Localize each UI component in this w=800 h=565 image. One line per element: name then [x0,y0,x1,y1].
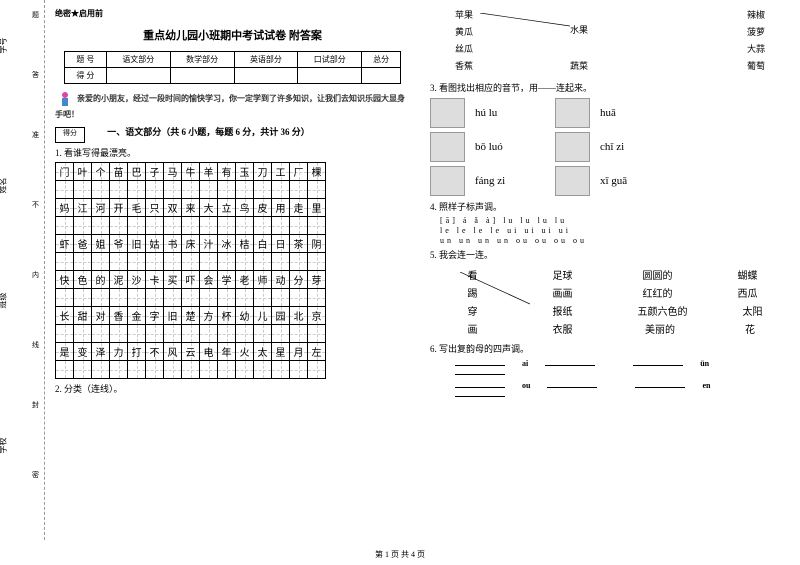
exam-title: 重点幼儿园小班期中考试试卷 附答案 [55,27,410,43]
blank-row: ai ün [430,359,790,377]
child-icon [55,89,75,109]
match-item: 黄瓜 [455,25,473,38]
question-6: 6. 写出复韵母的四声调。 [430,342,790,355]
seal-mark: 准 [32,130,39,140]
match-section-2: 看 足球 踢 画画 穿 报纸 画 衣服 圆圆的 蝴蝶 红红的 西瓜 五颜六色的 太阳 美丽的 花 [430,264,790,339]
right-column: 苹果 黄瓜 丝瓜 香蕉 水果 蔬菜 辣椒 菠萝 大蒜 葡萄 3. 看图找出相应的… [420,0,800,540]
match-word: 画 [468,321,478,336]
question-4: 4. 照样子标声调。 [430,200,790,213]
tone-row: le le le le ui ui ui ui [430,226,790,235]
match-item: 葡萄 [747,59,765,72]
score-box: 得分 [55,127,85,143]
match-word: 红红的 [643,285,673,300]
match-word: 圆圆的 [643,267,673,282]
blank-line [455,396,505,397]
pinyin-text: hú lu [475,107,545,119]
blank-line [455,387,505,388]
match-item: 苹果 [455,8,473,21]
question-3: 3. 看图找出相应的音节，用——连起来。 [430,81,790,94]
match-word: 美丽的 [645,321,675,336]
binding-label: 班级 [0,293,9,309]
score-table: 题 号语文部分数学部分英语部分口试部分总分 得 分 [64,51,401,84]
flower-image [555,132,590,162]
match-item: 大蒜 [747,42,765,55]
tone-row: [ā] á ǎ à] lu lu lu lu [430,216,790,225]
match-word: 蝴蝶 [738,267,758,282]
match-item: 水果 [570,23,588,36]
blank-line [635,387,685,388]
match-word: 西瓜 [738,285,758,300]
pinyin-text: chǐ zi [600,141,624,153]
question-5: 5. 我会连一连。 [430,248,790,261]
pinyin-row: fáng zi xī guā [430,166,790,196]
blank-line [545,365,595,366]
pinyin-text: huā [600,107,616,119]
blank-line [455,365,505,366]
pinyin-row: bō luó chǐ zi [430,132,790,162]
match-word: 太阳 [743,303,763,318]
match-word: 五颜六色的 [638,303,688,318]
binding-label: 学号 [0,38,9,54]
match-item: 蔬菜 [570,59,588,72]
binding-label: 姓名 [0,178,9,194]
match-item: 香蕉 [455,59,473,72]
tone-row: un un un un ou ou ou ou [430,236,790,245]
pinyin-section: hú lu huā bō luó chǐ zi fáng zi xī guā [430,98,790,196]
question-1: 1. 看谁写得最漂亮。 [55,146,410,159]
match-col: 看 足球 踢 画画 穿 报纸 画 衣服 [430,264,610,339]
seal-mark: 封 [32,400,39,410]
match-word: 足球 [553,267,573,282]
binding-margin: 学号 姓名 班级 学校 题 答 准 不 内 线 封 密 [0,0,45,540]
match-word: 穿 [468,303,478,318]
pinyin-row: hú lu huā [430,98,790,128]
pinyin-text: xī guā [600,175,627,187]
blank-line [455,374,505,375]
seal-mark: 题 [32,10,39,20]
score-box-wrap: 得分 一、语文部分（共 6 小题，每题 6 分，共计 36 分） [55,125,410,143]
gourd-image [430,166,465,196]
blank-line [633,365,683,366]
blank-row: ou en [430,381,790,399]
seal-mark: 答 [32,70,39,80]
secrecy-tag: 绝密★启用前 [55,8,410,19]
match-item: 菠萝 [747,25,765,38]
page-footer: 第 1 页 共 4 页 [0,549,800,560]
section-title: 一、语文部分（共 6 小题，每题 6 分，共计 36 分） [107,127,310,137]
intro-text: 亲爱的小朋友，经过一段时间的愉快学习，你一定学到了许多知识，让我们去知识乐园大显… [55,89,410,120]
match-word: 花 [745,321,755,336]
connection-line [480,13,570,28]
match-item: 丝瓜 [455,42,473,55]
match-word: 画画 [553,285,573,300]
seal-mark: 不 [32,200,39,210]
page-container: 学号 姓名 班级 学校 题 答 准 不 内 线 封 密 绝密★启用前 重点幼儿园… [0,0,800,540]
seal-mark: 密 [32,470,39,480]
seal-mark: 线 [32,340,39,350]
match-word: 衣服 [553,321,573,336]
match-section-1: 苹果 黄瓜 丝瓜 香蕉 水果 蔬菜 辣椒 菠萝 大蒜 葡萄 [430,8,790,78]
match-word: 看 [468,267,478,282]
question-2: 2. 分类（连线）。 [55,382,410,395]
ruler-image [555,166,590,196]
binding-label: 学校 [0,438,9,454]
pinyin-text: fáng zi [475,175,545,187]
left-column: 绝密★启用前 重点幼儿园小班期中考试试卷 附答案 题 号语文部分数学部分英语部分… [45,0,420,540]
match-col: 圆圆的 蝴蝶 红红的 西瓜 五颜六色的 太阳 美丽的 花 [610,264,790,339]
house-image [430,132,465,162]
pinyin-text: bō luó [475,141,545,153]
watermelon-image [555,98,590,128]
match-item: 辣椒 [747,8,765,21]
character-grid: 门叶个苗巴子马牛羊有玉刀工厂棵妈江河开毛只双来大立鸟皮用走里虾爸姐爷旧姑书床汁冰… [55,162,326,379]
blank-line [547,387,597,388]
seal-mark: 内 [32,270,39,280]
match-word: 踢 [468,285,478,300]
match-word: 报纸 [553,303,573,318]
pineapple-image [430,98,465,128]
